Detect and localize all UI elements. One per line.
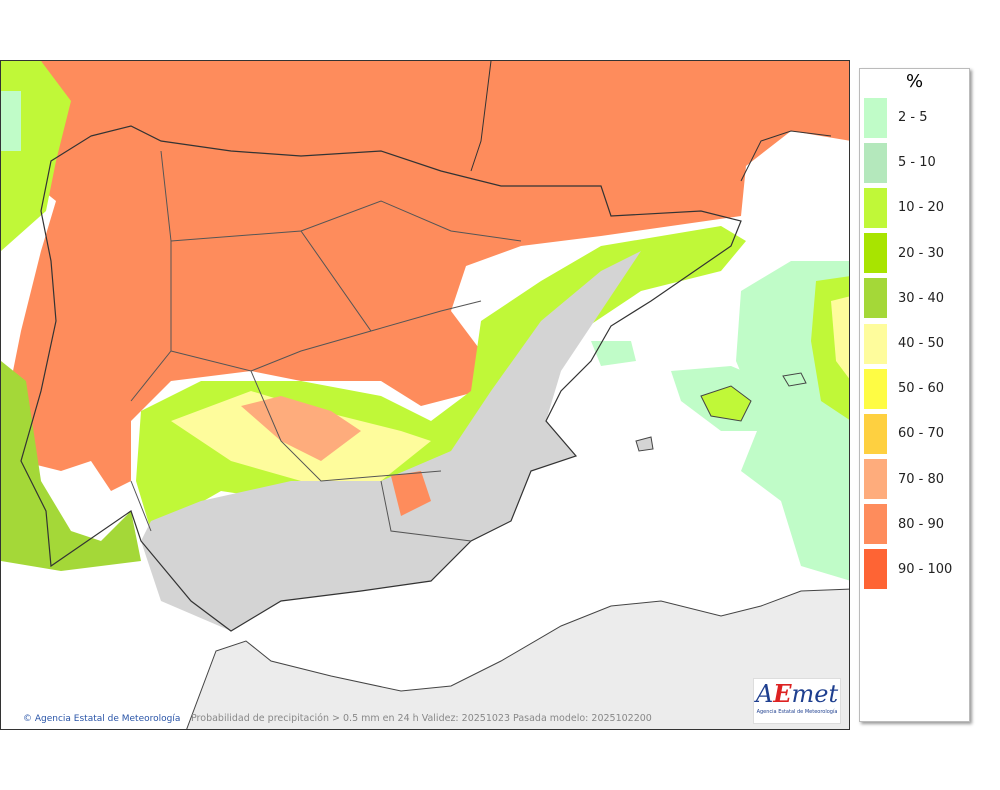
legend-label: 60 - 70: [898, 426, 945, 442]
copyright-credit: © Agencia Estatal de Meteorología: [23, 714, 181, 724]
legend-item: 90 - 100: [860, 547, 969, 592]
west-edge-lightgreen: [1, 91, 21, 151]
legend-label: 2 - 5: [898, 110, 928, 126]
france-coastline: [470, 61, 832, 182]
region-borders: [130, 150, 522, 542]
legend-label: 90 - 100: [898, 561, 953, 577]
precipitation-probability-map: © Agencia Estatal de Meteorología Probab…: [0, 60, 850, 730]
legend: % 2 - 5 5 - 10 10 - 20 20 - 30 30 - 40 40 - 5…: [859, 68, 970, 722]
low-probability-southeast: [141, 251, 641, 631]
legend-label: 20 - 30: [898, 245, 945, 261]
credit-text: Agencia Estatal de Meteorología: [34, 714, 181, 724]
legend-swatch: [864, 97, 887, 138]
southwest-green: [1, 361, 141, 571]
high-probability-north: [11, 61, 849, 491]
legend-label: 50 - 60: [898, 381, 945, 397]
legend-swatch: [864, 233, 887, 274]
legend-item: 30 - 40: [860, 276, 969, 321]
legend-label: 30 - 40: [898, 290, 945, 306]
legend-swatch: [864, 459, 887, 500]
legend-item: 20 - 30: [860, 231, 969, 276]
legend-item: 5 - 10: [860, 140, 969, 185]
mallorca: [700, 385, 752, 422]
map-canvas: [1, 61, 849, 729]
legend-swatch: [864, 142, 887, 183]
legend-swatch: [864, 187, 887, 228]
map-caption: Probabilidad de precipitación > 0.5 mm e…: [191, 713, 652, 724]
orange-patch-south: [391, 471, 431, 516]
legend-item: 50 - 60: [860, 366, 969, 411]
orange-patch: [241, 396, 361, 461]
legend-item: 80 - 90: [860, 502, 969, 547]
logo-mark: AEmet: [755, 679, 839, 708]
legend-label: 70 - 80: [898, 471, 945, 487]
sea-green-patch: [591, 341, 636, 366]
legend-swatch: [864, 504, 887, 545]
iberia-coastline: [20, 125, 742, 632]
legend-item: 10 - 20: [860, 185, 969, 230]
ibiza: [635, 436, 654, 452]
legend-label: 40 - 50: [898, 336, 945, 352]
sea-yellow-patch: [831, 296, 849, 379]
legend-item: 70 - 80: [860, 457, 969, 502]
legend-item: 40 - 50: [860, 321, 969, 366]
north-africa-land: [186, 588, 849, 729]
legend-swatch: [864, 368, 887, 409]
legend-items: 2 - 5 5 - 10 10 - 20 20 - 30 30 - 40 40 - 50 5…: [860, 95, 969, 592]
legend-item: 2 - 5: [860, 95, 969, 140]
legend-swatch: [864, 549, 887, 590]
legend-swatch: [864, 413, 887, 454]
legend-label: 5 - 10: [898, 155, 936, 171]
menorca: [782, 372, 807, 387]
legend-swatch: [864, 323, 887, 364]
aemet-logo: AEmet Agencia Estatal de Meteorología: [753, 678, 841, 724]
legend-label: 80 - 90: [898, 516, 945, 532]
legend-label: 10 - 20: [898, 200, 945, 216]
legend-swatch: [864, 278, 887, 319]
legend-unit: %: [905, 71, 924, 92]
logo-subtext: Agencia Estatal de Meteorología: [756, 709, 838, 715]
legend-item: 60 - 70: [860, 411, 969, 456]
